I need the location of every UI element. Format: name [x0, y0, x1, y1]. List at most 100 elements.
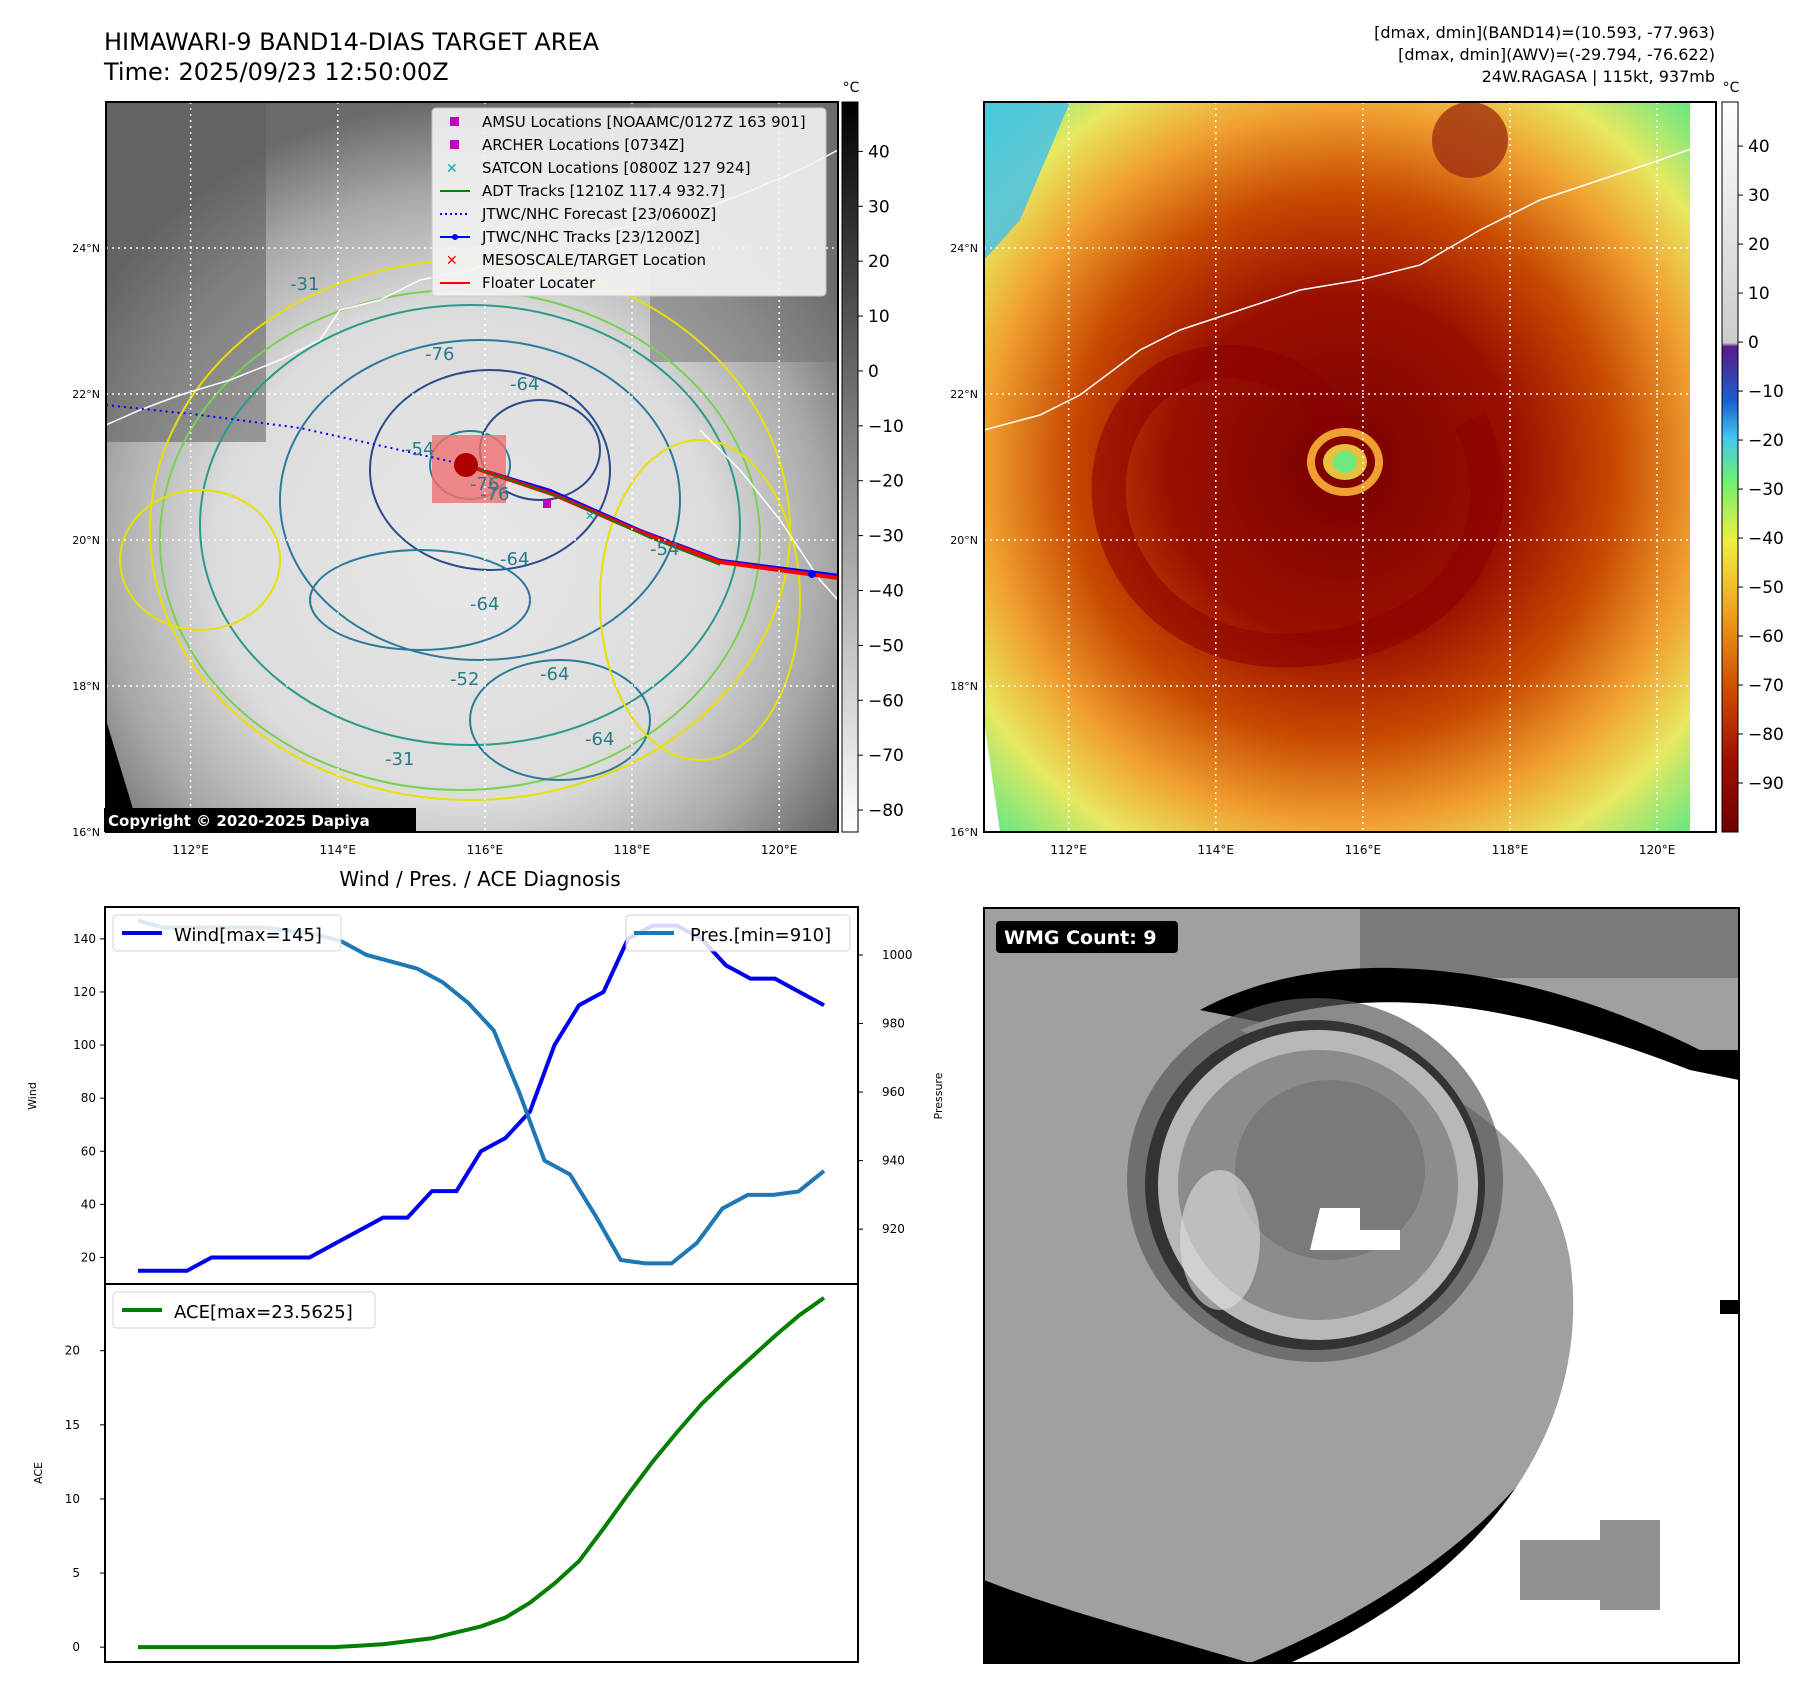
storm-center-marker [454, 453, 478, 477]
awv-lat-tick-label: 20°N [950, 534, 978, 547]
track-point [808, 570, 816, 578]
pressure-tick-label: 1000 [882, 948, 913, 962]
wmg-frame [983, 907, 1740, 1664]
colorbar-tick-label: 10 [1748, 284, 1770, 304]
awv-imagery [984, 102, 1716, 832]
contour-label: -31 [385, 749, 414, 770]
wind-tick-label: 40 [81, 1197, 96, 1211]
pressure-legend: Pres.[min=910] [625, 914, 851, 952]
contour-label: -76 [425, 344, 454, 365]
contour-label: -64 [500, 549, 529, 570]
legend-label: Floater Locater [482, 274, 596, 292]
pressure-tick-label: 960 [882, 1085, 905, 1099]
legend-label: MESOSCALE/TARGET Location [482, 251, 706, 269]
adt-track [465, 464, 721, 566]
awv-map-panel: 112°E 114°E 116°E 118°E 120°E 16°N 18°N 20°N 22°… [950, 80, 1784, 857]
colorbar-tick-label: 10 [868, 307, 890, 327]
wind-tick-label: 120 [73, 985, 96, 999]
figure-time: Time: 2025/09/23 12:50:00Z [103, 58, 449, 86]
colorbar-tick-label: 0 [1748, 333, 1759, 353]
awv-lon-tick-label: 118°E [1492, 843, 1529, 857]
ace-tick-label: 20 [65, 1344, 80, 1358]
colorbar-tick-label: 20 [1748, 235, 1770, 255]
figure-title: HIMAWARI-9 BAND14-DIAS TARGET AREA [104, 28, 600, 56]
ir-map-panel: ✕ -31 -76 -64 -54 -76 -64 -64 -31 -54 -76 -64 -52 -6… [72, 80, 904, 857]
awv-lon-tick-label: 114°E [1197, 843, 1234, 857]
colorbar-tick-label: −40 [868, 581, 904, 601]
legend-item: AMSU Locations [NOAAMC/0127Z 163 901] [450, 113, 806, 131]
legend-item: ✕ SATCON Locations [0800Z 127 924] [446, 159, 750, 177]
ace-legend: ACE[max=23.5625] [112, 1291, 376, 1329]
colorbar-tick-label: −80 [868, 801, 904, 821]
ace-frame [104, 1283, 859, 1663]
info-storm: 24W.RAGASA | 115kt, 937mb [1482, 67, 1715, 86]
awv-colorbar: °C 40 30 20 10 0 −10 −20 −30 −40 −50 −60 −70 −80 −90 [1721, 80, 1784, 833]
copyright-text: Copyright © 2020-2025 Dapiya [108, 812, 370, 830]
colorbar-tick-label: 40 [1748, 137, 1770, 157]
contour-label: -64 [510, 374, 539, 395]
ace-series-line [138, 1296, 826, 1650]
wmg-panel: WMG Count: 9 [983, 907, 1740, 1664]
ir-map-tick-labels: 112°E 114°E 116°E 118°E 120°E 16°N 18°N 20°N 22°… [72, 242, 797, 857]
ace-legend-label: ACE[max=23.5625] [174, 1302, 353, 1323]
wind-tick-label: 140 [73, 932, 96, 946]
colorbar-tick-label: −30 [1748, 480, 1784, 500]
legend-item: Floater Locater [440, 274, 596, 292]
awv-lat-tick-label: 22°N [950, 388, 978, 401]
pressure-axis-label: Pressure [932, 1072, 945, 1119]
colorbar-tick-label: 0 [868, 362, 879, 382]
legend-label: ARCHER Locations [0734Z] [482, 136, 685, 154]
legend-label: JTWC/NHC Forecast [23/0600Z] [481, 205, 716, 223]
colorbar-tick-label: −30 [868, 527, 904, 547]
ir-lon-tick-label: 118°E [614, 843, 651, 857]
wind-legend: Wind[max=145] [112, 914, 342, 952]
awv-lat-tick-label: 18°N [950, 680, 978, 693]
svg-text:✕: ✕ [446, 161, 458, 177]
satcon-marker: ✕ [585, 509, 595, 523]
info-awv: [dmax, dmin](AWV)=(-29.794, -76.622) [1398, 45, 1715, 64]
awv-lon-tick-label: 116°E [1345, 843, 1382, 857]
legend-item: ✕ MESOSCALE/TARGET Location [446, 251, 706, 269]
ace-tick-label: 15 [65, 1418, 80, 1432]
wind-tick-label: 60 [81, 1144, 96, 1158]
colorbar-tick-label: −80 [1748, 725, 1784, 745]
legend-label: AMSU Locations [NOAAMC/0127Z 163 901] [482, 113, 806, 131]
ace-axis-label: ACE [32, 1462, 45, 1484]
wind-tick-label: 20 [81, 1250, 96, 1264]
wmg-imagery [984, 908, 1739, 1663]
colorbar-tick-label: −90 [1748, 774, 1784, 794]
wind-ticks: 20 40 60 80 100 120 140 [73, 932, 105, 1264]
ace-tick-label: 10 [65, 1492, 80, 1506]
ace-ticks: 0 5 10 15 20 [65, 1344, 105, 1654]
wind-tick-label: 100 [73, 1038, 96, 1052]
pressure-tick-label: 940 [882, 1154, 905, 1168]
awv-map-gridlines [984, 102, 1716, 832]
legend-item: ADT Tracks [1210Z 117.4 932.7] [440, 182, 725, 200]
wmg-eye [1310, 1208, 1400, 1250]
colorbar-tick-label: −60 [1748, 627, 1784, 647]
colorbar-tick-label: 30 [868, 197, 890, 217]
contour-label: -64 [540, 664, 569, 685]
awv-lon-tick-label: 120°E [1639, 843, 1676, 857]
ir-colorbar-unit: °C [843, 80, 860, 96]
ir-lon-tick-label: 114°E [319, 843, 356, 857]
contour-label: -76 [480, 484, 509, 505]
diagnosis-title: Wind / Pres. / ACE Diagnosis [339, 867, 620, 891]
ir-map-frame [105, 101, 839, 833]
awv-map-frame [983, 101, 1717, 833]
contour-label: -31 [290, 274, 319, 295]
colorbar-tick-label: −10 [868, 417, 904, 437]
awv-eye [1333, 451, 1357, 473]
ir-lat-tick-label: 16°N [72, 826, 100, 839]
wind-axis-label: Wind [26, 1082, 39, 1110]
ir-lat-tick-label: 20°N [72, 534, 100, 547]
awv-colorbar-unit: °C [1723, 80, 1740, 96]
wind-pres-frame [104, 906, 859, 1285]
ir-lon-tick-label: 112°E [172, 843, 209, 857]
colorbar-tick-label: −60 [868, 691, 904, 711]
wmg-count-badge [996, 921, 1178, 953]
svg-text:✕: ✕ [446, 253, 458, 269]
pressure-ticks: 920 940 960 980 1000 [858, 948, 913, 1236]
colorbar-tick-label: −70 [868, 746, 904, 766]
